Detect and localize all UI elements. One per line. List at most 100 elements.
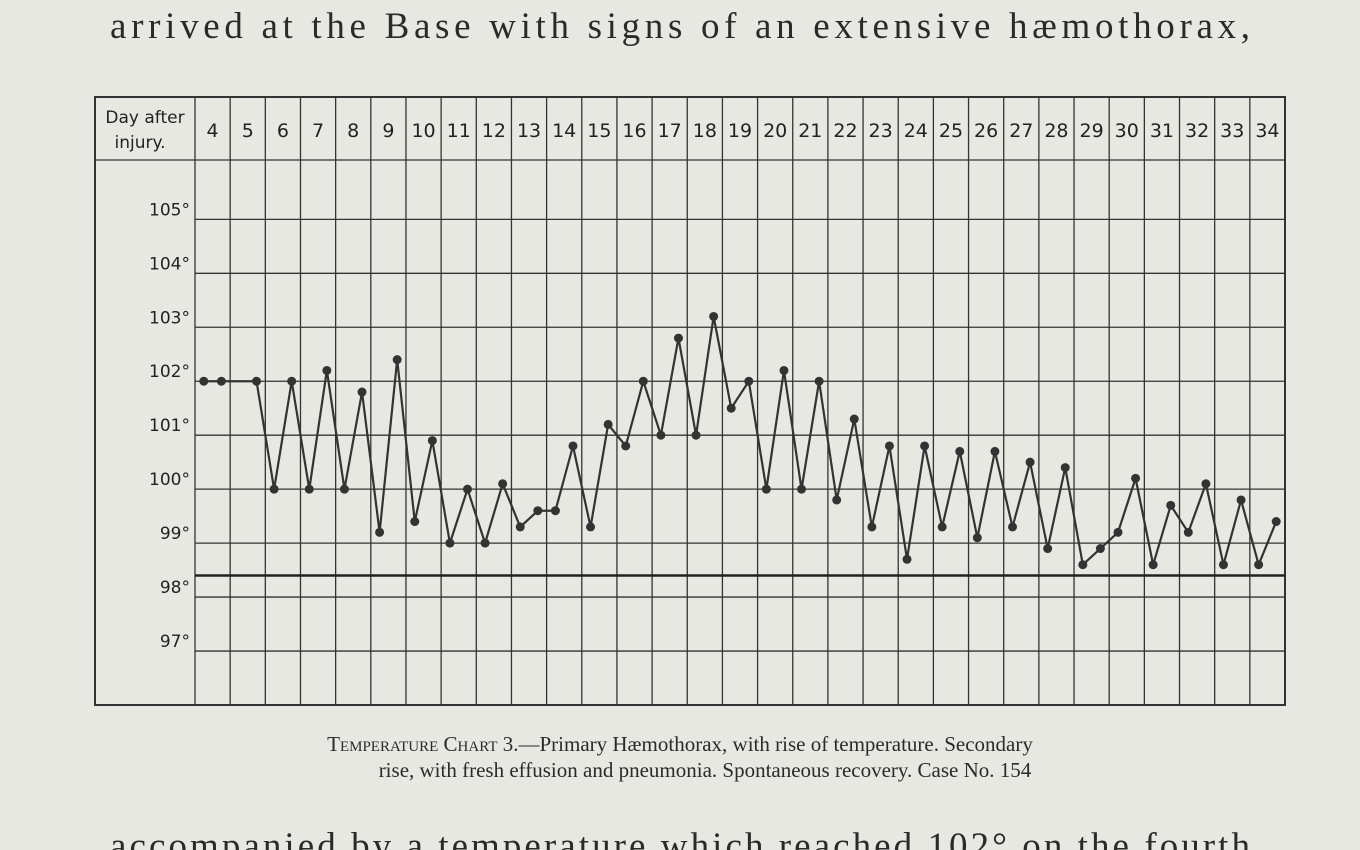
temperature-point: [1236, 495, 1246, 505]
x-tick-label: 12: [482, 120, 506, 142]
temperature-point: [849, 414, 859, 424]
temperature-point: [1131, 473, 1141, 483]
x-header-line: injury.: [114, 133, 165, 153]
temperature-point: [955, 446, 965, 456]
x-tick-label: 30: [1115, 120, 1139, 142]
temperature-point: [1271, 517, 1281, 527]
temperature-point: [199, 376, 209, 386]
temperature-point: [375, 527, 385, 537]
temperature-point: [902, 554, 912, 564]
x-tick-label: 27: [1009, 120, 1033, 142]
temperature-point: [1183, 527, 1193, 537]
temperature-point: [1095, 544, 1105, 554]
temperature-point: [797, 484, 807, 494]
temperature-point: [638, 376, 648, 386]
temperature-point: [533, 506, 543, 516]
temperature-point: [1201, 479, 1211, 489]
temperature-point: [884, 441, 894, 451]
temperature-point: [779, 365, 789, 375]
x-tick-label: 6: [277, 120, 289, 142]
temperature-point: [1254, 560, 1264, 570]
y-tick-label: 97°: [160, 632, 190, 652]
temperature-point: [463, 484, 472, 494]
x-tick-label: 9: [382, 120, 394, 142]
x-tick-label: 31: [1150, 120, 1174, 142]
x-tick-label: 17: [658, 120, 682, 142]
y-tick-label: 105°: [149, 200, 190, 220]
temperature-point: [339, 484, 349, 494]
temperature-point: [656, 430, 666, 440]
temperature-point: [586, 522, 596, 532]
temperature-point: [709, 311, 719, 321]
temperature-point: [972, 533, 982, 543]
temperature-point: [216, 376, 226, 386]
temperature-point: [252, 376, 262, 386]
temperature-point: [515, 522, 525, 532]
temperature-point: [814, 376, 824, 386]
x-tick-label: 28: [1044, 120, 1068, 142]
x-tick-label: 18: [693, 120, 717, 142]
temperature-point: [480, 538, 490, 548]
caption-text: rise, with fresh effusion and pneumonia.…: [379, 758, 1032, 782]
y-tick-label: 99°: [160, 524, 190, 544]
x-tick-label: 33: [1220, 120, 1244, 142]
x-tick-label: 29: [1080, 120, 1104, 142]
x-tick-label: 20: [763, 120, 787, 142]
temperature-point: [621, 441, 631, 451]
temperature-point: [867, 522, 877, 532]
caption-text: —Primary Hæmothorax, with rise of temper…: [517, 732, 1033, 756]
x-tick-label: 25: [939, 120, 963, 142]
temperature-point: [410, 517, 420, 527]
temperature-point: [287, 376, 297, 386]
x-header-line: Day after: [105, 108, 184, 128]
temperature-point: [304, 484, 314, 494]
temperature-point: [920, 441, 930, 451]
x-tick-label: 32: [1185, 120, 1209, 142]
x-tick-label: 19: [728, 120, 752, 142]
x-tick-label: 22: [833, 120, 857, 142]
temperature-point: [603, 419, 613, 429]
x-header: Day after injury.: [105, 108, 184, 153]
x-tick-label: 16: [622, 120, 646, 142]
temperature-point: [1148, 560, 1158, 570]
temperature-point: [673, 333, 683, 343]
temperature-point: [761, 484, 771, 494]
temperature-point: [550, 506, 560, 516]
temperature-point: [1078, 560, 1088, 570]
y-tick-label: 102°: [149, 362, 190, 382]
temperature-point: [726, 403, 736, 413]
temperature-point: [357, 387, 367, 397]
y-tick-label: 100°: [149, 470, 190, 490]
temperature-point: [1166, 500, 1176, 510]
y-tick-label: 101°: [149, 416, 190, 436]
temperature-point: [498, 479, 508, 489]
y-tick-label: 98°: [160, 578, 190, 598]
temperature-point: [568, 441, 578, 451]
x-tick-label: 11: [447, 120, 471, 142]
x-tick-label: 8: [347, 120, 359, 142]
x-tick-label: 15: [587, 120, 611, 142]
x-tick-label: 13: [517, 120, 541, 142]
temperature-point: [937, 522, 947, 532]
x-tick-label: 5: [242, 120, 254, 142]
y-tick-label: 104°: [149, 254, 190, 274]
temperature-point: [691, 430, 701, 440]
temperature-point: [322, 365, 332, 375]
x-tick-label: 14: [552, 120, 576, 142]
temperature-point: [1008, 522, 1017, 532]
x-tick-label: 24: [904, 120, 928, 142]
temperature-point: [1060, 463, 1070, 473]
x-tick-label: 10: [411, 120, 435, 142]
x-tick-label: 7: [312, 120, 324, 142]
body-text: accompanied by a temperature which reach…: [110, 826, 1251, 850]
temperature-point: [832, 495, 842, 505]
y-tick-label: 103°: [149, 308, 190, 328]
temperature-point: [445, 538, 455, 548]
temperature-point: [1113, 527, 1123, 537]
x-tick-label: 26: [974, 120, 998, 142]
temperature-point: [1218, 560, 1228, 570]
temperature-point: [392, 355, 402, 365]
